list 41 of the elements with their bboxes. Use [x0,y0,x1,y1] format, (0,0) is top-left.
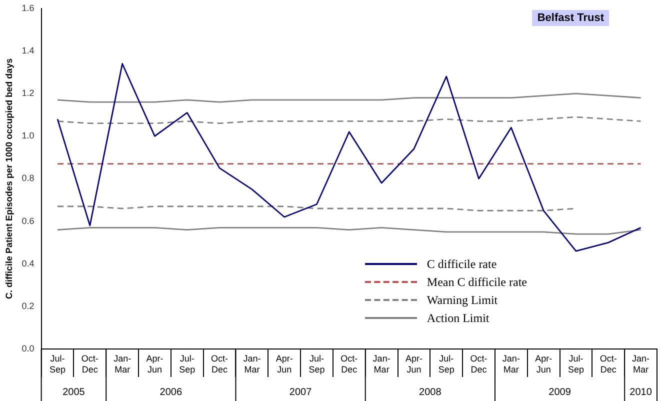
y-tick-label: 0.0 [22,343,34,354]
y-tick-label: 1.6 [22,2,34,13]
x-tick-label: Oct-Dec [470,353,488,374]
x-tick-label: Jul-Sep [568,353,584,374]
x-tick-label: Jan-Mar [632,353,650,374]
x-tick-label: Oct-Dec [81,353,98,374]
text: 2009 [548,386,572,398]
text: 2007 [289,386,312,398]
x-tick-label: Jul-Sep [50,353,66,374]
y-tick-label: 0.6 [22,216,34,226]
line-series [56,116,642,124]
legend-label: Warning Limit [426,292,498,308]
y-tick-label: 0.2 [22,300,34,311]
x-tick-label: Apr-Jun [405,353,422,374]
annotation: Belfast Trust [532,10,609,26]
x-tick-label: Oct-Dec [340,353,358,374]
legend-label: Action Limit [426,310,490,326]
y-tick-label: 1.0 [22,130,34,141]
x-tick-label: Oct-Dec [600,353,617,374]
text: 2005 [62,386,86,398]
x-tick-label: Apr-Jun [276,353,293,374]
x-tick-label: Apr-Jun [146,353,164,374]
x-tick-label: Jul-Sep [179,353,196,374]
legend-label: Mean C difficile rate [426,274,527,290]
x-tick-label: Jul-Sep [308,353,325,374]
y-tick-label: 1.4 [22,45,34,56]
y-tick-label: 0.4 [22,258,34,268]
x-tick-label: Oct-Dec [211,353,228,374]
text: 2010 [630,386,652,398]
legend-label: C difficile rate [426,256,497,272]
text: 2006 [160,386,182,398]
x-tick-label: Jan-Mar [114,353,132,374]
y-tick-label: 0.8 [22,173,34,184]
text: 2008 [419,386,442,398]
x-tick-label: Jan-Mar [243,353,261,374]
y-axis-title: C. difficile Patient Episodes per 1000 occupied bed days [4,58,14,299]
x-tick-label: Jan-Mar [502,353,520,374]
x-tick-label: Jul-Sep [438,353,454,374]
x-tick-label: Jan-Mar [372,353,390,374]
y-tick-label: 1.2 [22,88,34,98]
x-tick-label: Apr-Jun [535,353,552,374]
